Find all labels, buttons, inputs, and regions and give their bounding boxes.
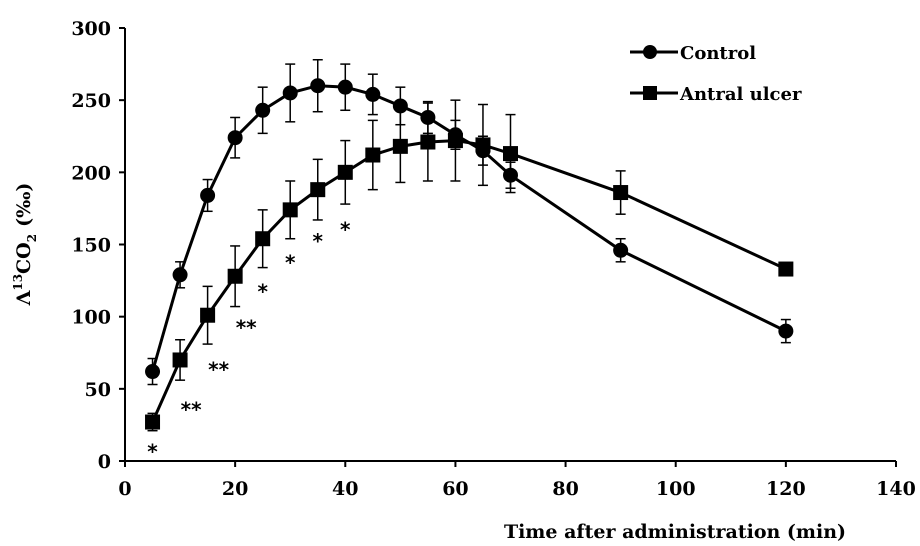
y-axis-title-sup: 13 <box>11 274 25 291</box>
series-line-control <box>151 84 787 372</box>
data-point-control <box>200 187 216 203</box>
significance-marker: * <box>340 217 351 241</box>
significance-marker: ** <box>181 398 202 422</box>
data-point-antral-ulcer <box>778 261 794 277</box>
data-point-antral-ulcer <box>613 185 629 201</box>
significance-annotations: ********** * <box>147 217 351 463</box>
legend-marker-circle <box>643 45 657 59</box>
y-tick-label: 100 <box>71 307 111 329</box>
data-point-antral-ulcer <box>392 138 408 154</box>
y-tick-label: 0 <box>98 451 111 473</box>
significance-marker: ** <box>236 315 257 339</box>
data-point-antral-ulcer <box>310 182 326 198</box>
y-ticks: 0 50 100 150 200 250 300 <box>71 18 125 473</box>
data-point-control <box>282 85 298 101</box>
series-line-antral-ulcer <box>151 139 787 423</box>
data-point-control <box>172 267 188 283</box>
data-point-antral-ulcer <box>172 352 188 368</box>
legend-marker-square <box>643 86 657 100</box>
data-point-antral-ulcer <box>337 164 353 180</box>
x-tick-label: 20 <box>222 478 248 500</box>
data-point-control <box>365 86 381 102</box>
y-tick-label: 50 <box>85 379 111 401</box>
data-point-antral-ulcer <box>420 134 436 150</box>
data-point-antral-ulcer <box>503 146 518 162</box>
data-point-control <box>337 79 353 95</box>
x-tick-label: 100 <box>656 478 696 500</box>
series-layer <box>145 59 794 432</box>
x-tick-label: 60 <box>442 478 468 500</box>
y-axis-title-sub: 2 <box>25 234 39 242</box>
data-point-antral-ulcer <box>365 147 381 163</box>
data-point-antral-ulcer <box>282 202 298 218</box>
significance-marker: * <box>147 440 158 464</box>
y-axis-title-lead: Λ <box>13 290 35 306</box>
y-tick-label: 200 <box>71 162 111 184</box>
data-point-control <box>255 102 271 118</box>
x-ticks: 0 20 40 60 80 100 120 140 <box>118 461 916 500</box>
series-control <box>145 59 794 386</box>
data-point-antral-ulcer <box>227 268 243 284</box>
x-tick-label: 120 <box>766 478 806 500</box>
data-point-antral-ulcer <box>145 414 161 430</box>
data-point-control <box>227 130 243 146</box>
data-point-antral-ulcer <box>200 307 216 323</box>
y-axis-title: Λ13CO2 (‰) <box>11 183 39 307</box>
data-point-control <box>310 78 326 94</box>
legend: Control Antral ulcer <box>630 43 802 105</box>
legend-label-antral-ulcer: Antral ulcer <box>679 84 802 105</box>
y-tick-label: 300 <box>71 18 111 40</box>
x-axis-title: Time after administration (min) <box>504 521 846 543</box>
legend-item-antral-ulcer: Antral ulcer <box>630 84 802 105</box>
data-point-antral-ulcer <box>255 231 271 247</box>
data-point-control <box>145 364 161 380</box>
significance-marker: ** <box>208 357 229 381</box>
significance-marker: * <box>257 279 268 303</box>
significance-marker: * <box>285 250 296 274</box>
y-tick-label: 150 <box>71 235 111 257</box>
x-tick-label: 0 <box>118 478 131 500</box>
significance-marker: * <box>313 229 324 253</box>
x-tick-label: 80 <box>552 478 578 500</box>
data-point-antral-ulcer <box>475 137 491 153</box>
data-point-control <box>613 242 629 258</box>
y-tick-label: 250 <box>71 90 111 112</box>
y-axis-title-unit: (‰) <box>13 183 35 227</box>
legend-item-control: Control <box>630 43 756 64</box>
y-axis-title-mid: CO <box>13 242 35 274</box>
x-tick-label: 40 <box>332 478 358 500</box>
x-tick-label: 140 <box>876 478 916 500</box>
data-point-control <box>778 323 794 339</box>
series-antral-ulcer <box>145 99 794 432</box>
legend-label-control: Control <box>680 43 756 64</box>
data-point-antral-ulcer <box>447 133 463 149</box>
